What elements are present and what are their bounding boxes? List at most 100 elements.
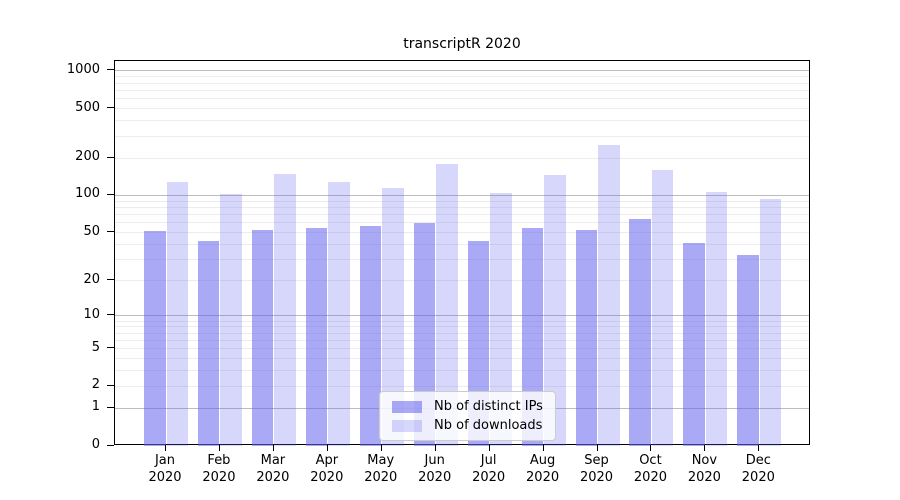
x-tick-label: Jun 2020 <box>418 453 452 485</box>
bar-distinct-ips-oct <box>629 219 651 446</box>
minor-gridline <box>115 320 809 322</box>
y-tick-mark <box>107 384 114 386</box>
y-tick-label: 20 <box>83 271 100 287</box>
x-tick-mark <box>542 445 544 451</box>
minor-gridline <box>115 348 809 350</box>
bar-downloads-dec <box>759 199 782 446</box>
bar-downloads-jan <box>166 182 188 446</box>
bar-distinct-ips-sep <box>575 230 598 446</box>
minor-gridline <box>115 82 809 84</box>
legend-row-downloads: Nb of downloads <box>392 418 543 433</box>
y-tick-mark <box>107 156 114 158</box>
bar-distinct-ips-may <box>359 225 382 446</box>
legend-label-distinct-ips: Nb of distinct IPs <box>434 399 543 414</box>
bar-distinct-ips-jun <box>413 222 436 446</box>
y-tick-mark <box>107 69 114 71</box>
bar-downloads-jun <box>436 163 458 446</box>
chart-title: transcriptR 2020 <box>403 36 521 52</box>
x-tick-mark <box>272 445 274 451</box>
minor-gridline <box>115 98 809 100</box>
x-tick-label: Jul 2020 <box>472 453 506 485</box>
y-tick-label: 5 <box>91 339 100 355</box>
legend-swatch-distinct-ips <box>392 400 422 413</box>
minor-gridline <box>115 89 809 91</box>
minor-gridline <box>115 157 809 159</box>
major-gridline <box>115 70 809 72</box>
legend-label-downloads: Nb of downloads <box>434 418 543 433</box>
y-tick-label: 500 <box>75 99 100 115</box>
minor-gridline <box>115 76 809 78</box>
minor-gridline <box>115 370 809 372</box>
y-tick-mark <box>107 279 114 281</box>
x-tick-mark <box>165 445 166 451</box>
bar-downloads-nov <box>705 191 728 446</box>
bar-distinct-ips-nov <box>683 243 705 446</box>
x-tick-mark <box>218 445 220 451</box>
bar-distinct-ips-feb <box>197 240 220 446</box>
minor-gridline <box>115 232 809 234</box>
minor-gridline <box>115 326 809 328</box>
minor-gridline <box>115 200 809 202</box>
bar-downloads-feb <box>220 194 242 446</box>
major-gridline <box>115 194 809 196</box>
bar-downloads-aug <box>544 175 566 446</box>
minor-gridline <box>115 339 809 341</box>
minor-gridline <box>115 243 809 245</box>
x-tick-mark <box>434 445 436 451</box>
y-tick-label: 1 <box>91 399 100 415</box>
x-tick-label: Jan 2020 <box>148 453 182 485</box>
y-tick-mark <box>107 231 114 233</box>
minor-gridline <box>115 358 809 360</box>
x-tick-label: Dec 2020 <box>741 453 775 485</box>
y-tick-label: 1000 <box>66 61 100 77</box>
x-tick-label: Apr 2020 <box>310 453 344 485</box>
plot-area: Nb of distinct IPs Nb of downloads <box>114 60 810 446</box>
bar-downloads-apr <box>328 182 350 446</box>
bar-distinct-ips-dec <box>737 254 759 446</box>
legend-row-distinct-ips: Nb of distinct IPs <box>392 399 543 414</box>
minor-gridline <box>115 332 809 334</box>
x-tick-mark <box>326 445 328 451</box>
y-tick-label: 2 <box>91 377 100 393</box>
x-tick-label: Mar 2020 <box>256 453 290 485</box>
x-tick-label: Nov 2020 <box>687 453 721 485</box>
x-tick-label: Aug 2020 <box>526 453 560 485</box>
y-tick-label: 0 <box>91 437 100 452</box>
minor-gridline <box>115 214 809 216</box>
bar-downloads-mar <box>274 173 296 446</box>
minor-gridline <box>115 108 809 110</box>
x-tick-label: Oct 2020 <box>633 453 667 485</box>
x-tick-label: May 2020 <box>364 453 398 485</box>
minor-gridline <box>115 135 809 137</box>
y-tick-label: 10 <box>83 306 100 322</box>
minor-gridline <box>115 206 809 208</box>
bar-distinct-ips-apr <box>305 228 328 446</box>
x-tick-label: Sep 2020 <box>579 453 614 485</box>
x-tick-mark <box>596 445 598 451</box>
bar-distinct-ips-mar <box>251 230 274 446</box>
minor-gridline <box>115 385 809 387</box>
y-tick-mark <box>107 193 114 195</box>
x-tick-mark <box>650 445 652 451</box>
y-tick-mark <box>107 107 114 109</box>
y-tick-label: 50 <box>83 223 100 239</box>
x-tick-mark <box>758 445 760 451</box>
x-tick-mark <box>488 445 490 451</box>
bar-distinct-ips-jan <box>144 231 166 446</box>
x-tick-mark <box>704 445 706 451</box>
minor-gridline <box>115 120 809 122</box>
major-gridline <box>115 315 809 317</box>
y-tick-label: 100 <box>75 186 100 202</box>
y-tick-label: 200 <box>75 149 100 165</box>
bar-downloads-may <box>382 188 404 446</box>
x-tick-mark <box>380 445 382 451</box>
y-tick-mark <box>107 406 114 408</box>
x-tick-label: Feb 2020 <box>202 453 236 485</box>
bar-downloads-jul <box>490 193 512 446</box>
y-tick-mark <box>107 314 114 316</box>
legend-swatch-downloads <box>392 419 422 432</box>
minor-gridline <box>115 222 809 224</box>
y-tick-mark <box>107 444 114 446</box>
minor-gridline <box>115 259 809 261</box>
